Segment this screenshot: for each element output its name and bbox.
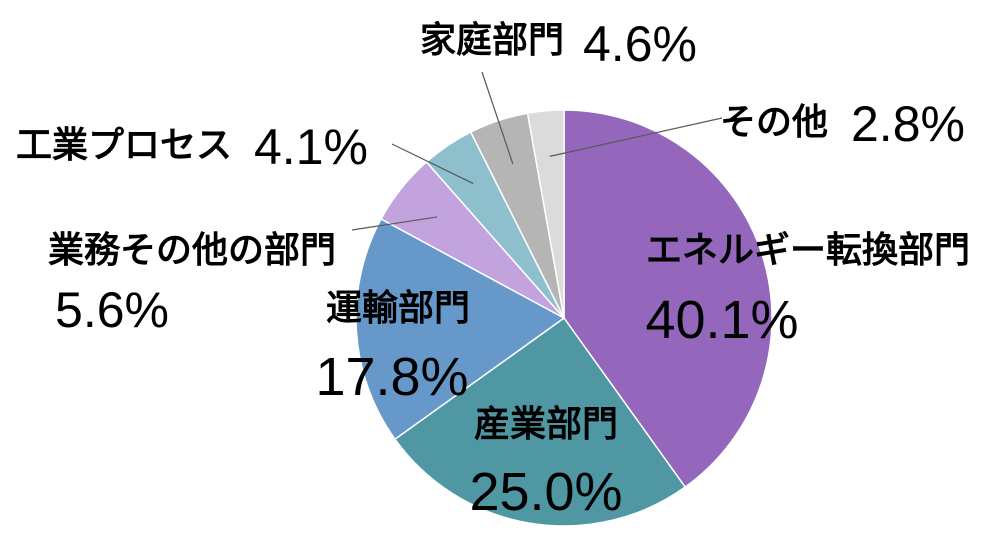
label-commercial-value: 5.6% xyxy=(55,282,169,338)
label-other-value: 2.8% xyxy=(851,96,965,152)
slice-labels: エネルギー転換部門 40.1% 産業部門 25.0% 運輸部門 17.8% 業務… xyxy=(16,16,970,522)
slice-industry xyxy=(393,316,687,527)
label-energy-value: 40.1% xyxy=(645,290,798,350)
label-transport-value: 17.8% xyxy=(315,347,468,407)
slice-other xyxy=(526,109,565,319)
slice-transport xyxy=(355,217,566,441)
slice-energy xyxy=(563,109,773,489)
leader-line-commercial xyxy=(351,216,438,231)
label-commercial-name: 業務その他の部門 xyxy=(48,230,336,271)
leader-line-household xyxy=(481,71,514,165)
label-energy-name: エネルギー転換部門 xyxy=(646,230,970,271)
label-other-name: その他 xyxy=(720,102,828,143)
label-industry-name: 産業部門 xyxy=(474,404,618,445)
label-household-value: 4.6% xyxy=(583,16,697,72)
label-household-name: 家庭部門 xyxy=(420,20,564,61)
label-transport-name: 運輸部門 xyxy=(326,288,470,329)
leader-line-process xyxy=(391,143,474,185)
leader-line-other xyxy=(549,117,723,157)
pie-slices xyxy=(355,109,773,527)
label-process-name: 工業プロセス xyxy=(16,125,232,166)
label-process-value: 4.1% xyxy=(254,119,368,175)
label-industry-value: 25.0% xyxy=(469,462,622,522)
leader-lines xyxy=(351,71,723,231)
